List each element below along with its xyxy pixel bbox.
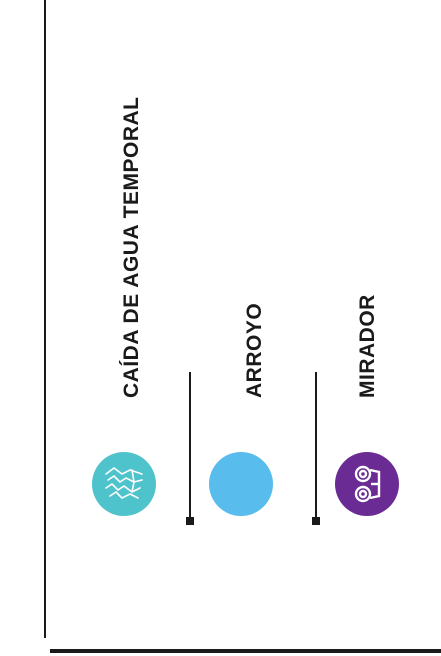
legend-label-arroyo: ARROYO [243,302,266,398]
legend-divider [315,372,317,521]
legend-divider-cap [312,517,320,525]
binoculars-icon [335,452,399,516]
frame-left-border [44,0,46,638]
legend-divider-cap [186,517,194,525]
legend-label-caida-de-agua: CAÍDA DE AGUA TEMPORAL [120,96,143,399]
frame-bottom-border [50,649,441,653]
stream-icon [209,452,273,516]
legend-label-mirador: MIRADOR [356,294,379,398]
waterfall-icon [92,452,156,516]
legend-divider [189,372,191,521]
